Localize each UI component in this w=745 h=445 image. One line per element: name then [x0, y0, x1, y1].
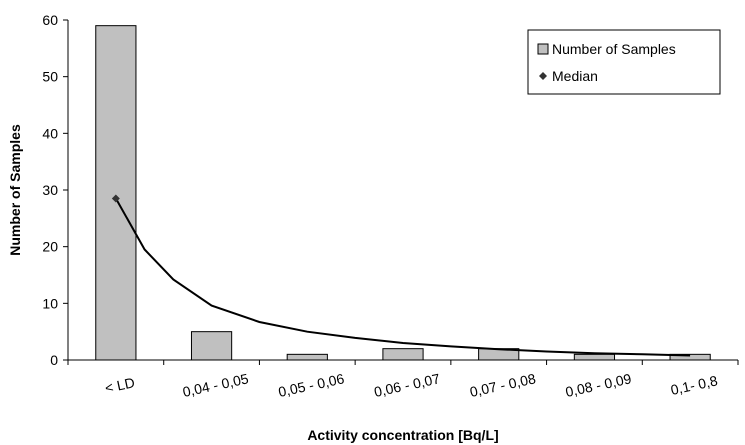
- legend-swatch-bar: [537, 43, 549, 55]
- x-tick-label: 0,05 - 0,06: [277, 370, 346, 400]
- bar: [382, 348, 424, 361]
- x-tick-label: 0,1- 0,8: [669, 372, 719, 398]
- bar: [190, 331, 233, 361]
- bar: [286, 353, 328, 361]
- x-axis-title: Activity concentration [Bq/L]: [307, 427, 498, 443]
- x-tick-label: 0,04 - 0,05: [181, 370, 250, 400]
- trend-line: [115, 198, 691, 357]
- legend-swatch-diamond-icon: [539, 72, 547, 80]
- legend-label-bar: Number of Samples: [552, 41, 676, 57]
- y-tick-label: 20: [42, 239, 58, 255]
- y-tick-label: 30: [42, 182, 58, 198]
- x-axis-tick-labels: < LD 0,04 - 0,05 0,05 - 0,06 0,06 - 0,07 0,0…: [103, 370, 719, 400]
- x-tick-label: 0,06 - 0,07: [373, 370, 442, 400]
- median-markers: [111, 194, 120, 203]
- bar: [573, 353, 616, 361]
- x-tick-label: 0,08 - 0,09: [564, 370, 633, 400]
- bar: [95, 25, 137, 361]
- y-tick-label: 60: [42, 12, 58, 28]
- y-tick-label: 50: [42, 69, 58, 85]
- median-marker: [111, 194, 120, 203]
- x-tick-label: < LD: [103, 374, 136, 396]
- y-tick-label: 40: [42, 125, 58, 141]
- bars: [95, 25, 711, 361]
- y-axis-ticks: 0 10 20 30 40 50 60: [42, 12, 739, 368]
- legend: Number of Samples Median: [527, 29, 721, 95]
- y-tick-label: 0: [50, 352, 58, 368]
- x-tick-label: 0,07 - 0,08: [468, 370, 537, 400]
- y-tick-label: 10: [42, 295, 58, 311]
- legend-label-median: Median: [552, 68, 598, 84]
- legend-box: [527, 29, 721, 95]
- y-axis-title: Number of Samples: [7, 124, 23, 256]
